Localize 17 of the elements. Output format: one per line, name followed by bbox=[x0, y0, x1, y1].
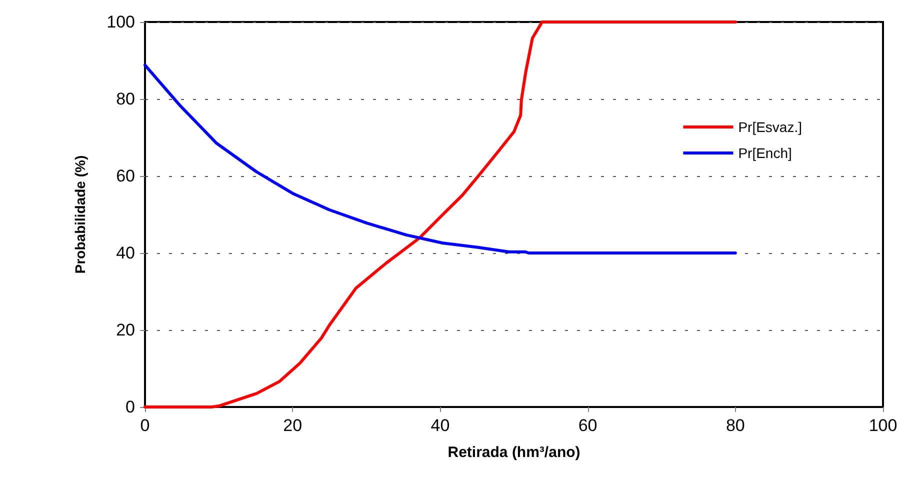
x-tick-label: 40 bbox=[430, 416, 450, 435]
x-tick-label: 20 bbox=[283, 416, 302, 435]
line-series bbox=[144, 64, 737, 254]
y-tick-label: 80 bbox=[116, 90, 135, 108]
x-tick-label: 100 bbox=[868, 416, 898, 435]
y-tick-label: 100 bbox=[106, 12, 135, 32]
y-tick-label: 60 bbox=[116, 166, 135, 186]
y-axis-title: Probabilidade (%) bbox=[72, 155, 88, 274]
y-tick-label: 0 bbox=[126, 398, 135, 416]
y-tick-label: 40 bbox=[116, 244, 135, 262]
y-tick-label: 20 bbox=[116, 320, 135, 340]
legend-label: Pr[Ench] bbox=[738, 145, 792, 161]
x-axis-title: Retirada (hm³/ano) bbox=[448, 444, 580, 461]
x-tick-label: 60 bbox=[578, 416, 598, 435]
legend-label: Pr[Esvaz.] bbox=[738, 119, 802, 135]
x-tick-label: 0 bbox=[140, 416, 150, 435]
x-tick-label: 80 bbox=[726, 416, 745, 435]
